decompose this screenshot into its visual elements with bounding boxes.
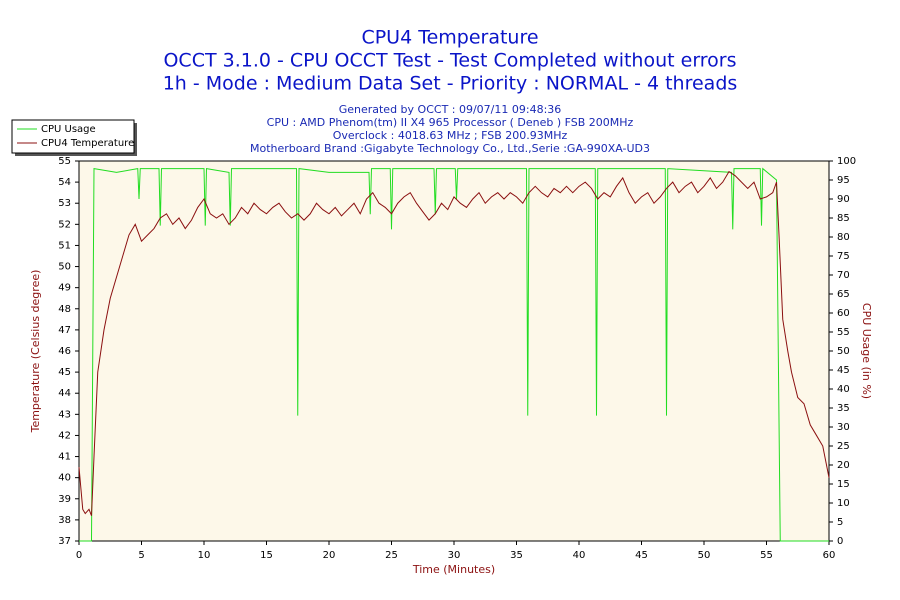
x-tick-label: 5 — [138, 550, 144, 561]
y-tick-label: 48 — [58, 304, 71, 315]
y2-tick-label: 40 — [837, 384, 850, 395]
y2-tick-label: 95 — [837, 175, 850, 186]
y2-tick-label: 75 — [837, 251, 850, 262]
y2-tick-label: 45 — [837, 365, 850, 376]
y2-tick-label: 15 — [837, 479, 850, 490]
y-tick-label: 52 — [58, 219, 71, 230]
y-tick-label: 46 — [58, 346, 71, 357]
y2-tick-label: 55 — [837, 327, 850, 338]
y2-tick-label: 20 — [837, 460, 850, 471]
x-tick-label: 55 — [760, 550, 773, 561]
y-tick-label: 50 — [58, 262, 71, 273]
y-axis-label: Temperature (Celsius degree) — [29, 270, 42, 434]
y2-tick-label: 10 — [837, 498, 850, 509]
y2-tick-label: 65 — [837, 289, 850, 300]
y-tick-label: 45 — [58, 367, 71, 378]
y-tick-label: 53 — [58, 198, 71, 209]
chart-title: CPU4 Temperature — [361, 27, 538, 49]
y-tick-label: 43 — [58, 409, 71, 420]
x-tick-label: 0 — [76, 550, 82, 561]
x-tick-label: 25 — [385, 550, 398, 561]
subtitle: Generated by OCCT : 09/07/11 09:48:36 — [339, 103, 562, 116]
y2-tick-label: 80 — [837, 232, 850, 243]
y2-tick-label: 85 — [837, 213, 850, 224]
series-line — [78, 170, 830, 516]
subtitle: Overclock : 4018.63 MHz ; FSB 200.93MHz — [333, 129, 568, 142]
y-tick-label: 44 — [58, 388, 71, 399]
x-tick-label: 20 — [323, 550, 336, 561]
legend-label: CPU Usage — [41, 124, 96, 135]
y-tick-label: 55 — [58, 156, 71, 167]
y-tick-label: 49 — [58, 283, 71, 294]
series-line — [79, 167, 829, 542]
y-tick-label: 42 — [58, 430, 71, 441]
chart-title-line: OCCT 3.1.0 - CPU OCCT Test - Test Comple… — [163, 50, 736, 72]
y-tick-label: 51 — [58, 240, 71, 251]
x-tick-label: 45 — [635, 550, 648, 561]
y2-tick-label: 35 — [837, 403, 850, 414]
x-tick-label: 30 — [448, 550, 461, 561]
y2-tick-label: 5 — [837, 517, 843, 528]
x-tick-label: 10 — [198, 550, 211, 561]
y2-tick-label: 0 — [837, 536, 843, 547]
y2-tick-label: 100 — [837, 156, 856, 167]
y-tick-label: 40 — [58, 473, 71, 484]
y2-tick-label: 50 — [837, 346, 850, 357]
y-tick-label: 38 — [58, 515, 71, 526]
y2-tick-label: 60 — [837, 308, 850, 319]
y-tick-label: 37 — [58, 536, 71, 547]
subtitle: CPU : AMD Phenom(tm) II X4 965 Processor… — [267, 116, 634, 129]
y2-tick-label: 30 — [837, 422, 850, 433]
x-axis-label: Time (Minutes) — [412, 563, 495, 576]
plot-area — [78, 160, 830, 542]
y-tick-label: 41 — [58, 452, 71, 463]
legend-label: CPU4 Temperature — [41, 138, 134, 149]
x-tick-label: 15 — [260, 550, 273, 561]
y-tick-label: 47 — [58, 325, 71, 336]
y2-tick-label: 70 — [837, 270, 850, 281]
y2-tick-label: 90 — [837, 194, 850, 205]
x-tick-label: 60 — [823, 550, 836, 561]
legend-box — [11, 119, 135, 154]
subtitle: Motherboard Brand :Gigabyte Technology C… — [250, 142, 650, 155]
y-tick-label: 39 — [58, 494, 71, 505]
y-tick-label: 54 — [58, 177, 71, 188]
x-tick-label: 35 — [510, 550, 523, 561]
x-tick-label: 50 — [698, 550, 711, 561]
y2-tick-label: 25 — [837, 441, 850, 452]
y2-axis-label: CPU Usage (in %) — [860, 303, 873, 399]
chart-title-line: 1h - Mode : Medium Data Set - Priority :… — [163, 73, 738, 95]
x-tick-label: 40 — [573, 550, 586, 561]
